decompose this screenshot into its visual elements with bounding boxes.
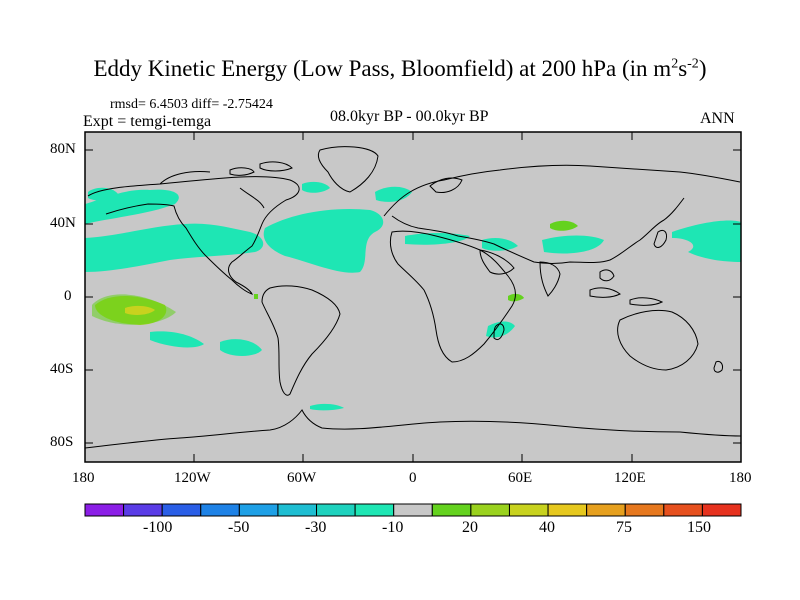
anomaly-regions — [85, 181, 741, 411]
lat-label-80s: 80S — [50, 434, 74, 450]
colorbar-label: 75 — [616, 519, 632, 536]
colorbar-swatch — [701, 503, 742, 517]
colorbar-swatch — [238, 503, 279, 517]
colorbar-swatch — [277, 503, 318, 517]
colorbar-swatch — [354, 503, 395, 517]
period-label: 08.0kyr BP - 00.0kyr BP — [330, 108, 489, 125]
anomaly-region-spacific-core — [125, 305, 155, 315]
lat-label-80n: 80N — [50, 141, 76, 157]
anomaly-region-southern — [310, 403, 344, 411]
anomaly-region-spacific-south — [150, 331, 204, 348]
lon-label-60e: 60E — [508, 470, 533, 486]
anomaly-region-greenland-east — [375, 186, 412, 202]
anomaly-region-mideast — [482, 238, 518, 251]
colorbar-label: -100 — [143, 519, 173, 536]
lon-label-0: 0 — [409, 470, 417, 486]
colorbar-label: -30 — [305, 519, 327, 536]
stats-text: rmsd= 6.4503 diff= -2.75424 — [110, 97, 273, 112]
coastlines — [85, 146, 741, 449]
lon-label-60w: 60W — [287, 470, 317, 486]
map-title: Eddy Kinetic Energy (Low Pass, Bloomfiel… — [93, 56, 707, 81]
colorbar-swatch — [123, 503, 163, 517]
colorbar-swatch — [161, 503, 202, 517]
colorbar-swatch — [508, 503, 549, 517]
anomaly-region-pacific-band — [85, 223, 264, 272]
colorbar — [84, 503, 742, 517]
colorbar-swatch — [470, 503, 510, 517]
anomaly-region-med — [405, 233, 470, 245]
lat-ticks — [85, 149, 741, 444]
anomaly-region-atlantic — [263, 208, 384, 273]
season-label: ANN — [700, 110, 735, 127]
colorbar-swatch — [200, 503, 240, 517]
colorbar-swatch — [624, 503, 665, 517]
colorbar-swatch — [84, 503, 125, 517]
anomaly-region-equatorial-dot — [254, 294, 258, 299]
lat-label-40s: 40S — [50, 361, 74, 377]
map-background — [85, 132, 741, 462]
lon-label-180w: 180 — [72, 470, 95, 486]
colorbar-swatch — [663, 503, 703, 517]
lon-label-120w: 120W — [174, 470, 211, 486]
colorbar-swatch — [547, 503, 588, 517]
colorbar-label: -10 — [382, 519, 404, 536]
lat-label-0: 0 — [64, 288, 72, 304]
colorbar-swatch — [316, 503, 356, 517]
experiment-label: Expt = temgi-temga — [83, 113, 212, 130]
colorbar-swatch — [431, 503, 472, 517]
anomaly-region-epacific — [672, 220, 741, 262]
lon-ticks — [193, 132, 633, 462]
colorbar-swatch — [393, 503, 433, 517]
anomaly-region-satlantic — [220, 339, 262, 356]
colorbar-label: -50 — [228, 519, 250, 536]
colorbar-label: 20 — [462, 519, 478, 536]
lat-label-40n: 40N — [50, 215, 76, 231]
colorbar-label: 150 — [687, 519, 711, 536]
anomaly-region-northwest — [88, 187, 118, 201]
anomaly-region-tibet — [550, 220, 578, 231]
anomaly-region-arctic — [302, 181, 330, 193]
colorbar-swatch — [586, 503, 626, 517]
anomaly-region-eafrica — [508, 293, 524, 302]
colorbar-label: 40 — [539, 519, 555, 536]
lon-label-120e: 120E — [614, 470, 646, 486]
anomaly-region-madagascar — [486, 321, 515, 338]
anomaly-region-casia — [542, 235, 604, 254]
lon-label-180e: 180 — [729, 470, 752, 486]
